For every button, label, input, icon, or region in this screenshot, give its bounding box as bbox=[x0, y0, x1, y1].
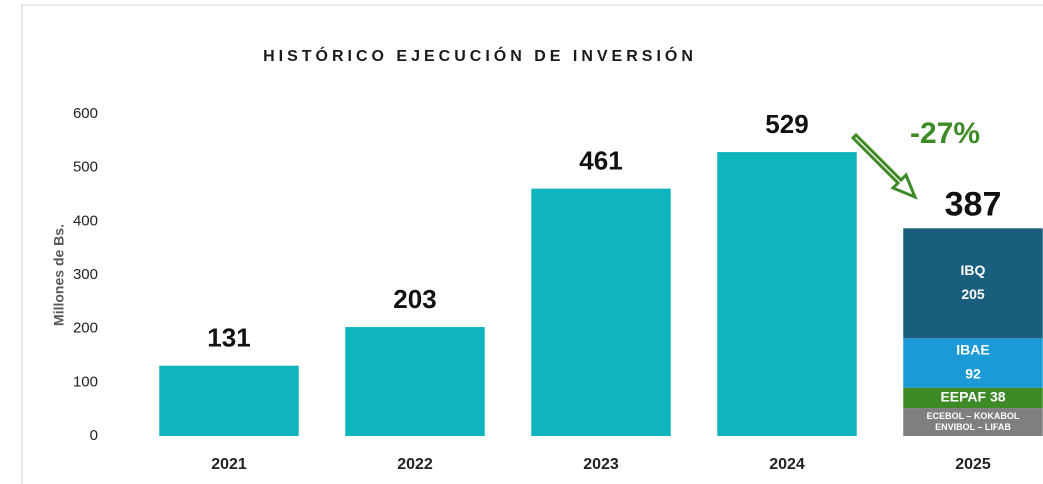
segment-label: 92 bbox=[965, 366, 981, 382]
bar bbox=[159, 365, 299, 436]
bar bbox=[717, 152, 857, 436]
trend-arrow bbox=[850, 132, 918, 200]
stack-segment bbox=[903, 408, 1043, 436]
stack-segment bbox=[903, 228, 1043, 339]
data-label: 131 bbox=[207, 323, 250, 353]
x-tick-label: 2021 bbox=[211, 456, 247, 473]
y-tick-label: 300 bbox=[73, 266, 98, 283]
data-label: 461 bbox=[579, 145, 622, 175]
chart-title: HISTÓRICO EJECUCIÓN DE INVERSIÓN bbox=[263, 46, 697, 65]
y-tick-label: 400 bbox=[73, 212, 98, 229]
chart-frame bbox=[21, 4, 1043, 484]
stack-segment bbox=[903, 387, 1043, 409]
bar bbox=[345, 327, 485, 436]
segment-label: ENVIBOL – LIFAB bbox=[935, 422, 1011, 432]
segment-label: IBAE bbox=[956, 342, 989, 358]
segment-label: ECEBOL – KOKABOL bbox=[927, 411, 1020, 421]
annotation: -27% bbox=[910, 117, 980, 150]
x-tick-label: 2023 bbox=[583, 456, 619, 473]
data-label: 387 bbox=[945, 185, 1002, 223]
data-label: 529 bbox=[765, 109, 808, 139]
data-label: 203 bbox=[393, 284, 436, 314]
x-tick-label: 2025 bbox=[955, 456, 991, 473]
stack-segment bbox=[903, 338, 1043, 388]
y-axis-label: Millones de Bs. bbox=[51, 224, 67, 326]
segment-label: EEPAF 38 bbox=[940, 389, 1005, 405]
y-tick-label: 0 bbox=[90, 427, 98, 444]
segment-label: 205 bbox=[961, 286, 985, 302]
segment-label: IBQ bbox=[961, 262, 986, 278]
x-tick-label: 2024 bbox=[769, 456, 805, 473]
y-tick-label: 500 bbox=[73, 159, 98, 176]
bar bbox=[531, 188, 671, 436]
x-tick-label: 2022 bbox=[397, 456, 433, 473]
y-tick-label: 100 bbox=[73, 373, 98, 390]
y-tick-label: 600 bbox=[73, 105, 98, 122]
y-tick-label: 200 bbox=[73, 320, 98, 337]
